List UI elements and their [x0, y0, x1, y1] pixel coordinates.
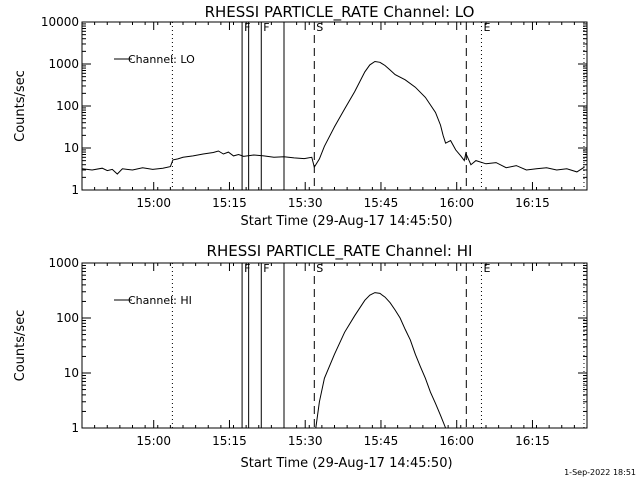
footer-timestamp: 1-Sep-2022 18:51 [564, 468, 636, 477]
x-tick-label: 15:30 [288, 434, 323, 448]
marker-label: S [316, 262, 323, 275]
y-tick-label: 1000 [48, 256, 79, 270]
x-axis-label: Start Time (29-Aug-17 14:45:50) [240, 456, 452, 471]
y-tick-label: 10000 [41, 15, 79, 29]
x-tick-label: 16:00 [439, 196, 474, 210]
x-tick-label: 16:15 [515, 434, 550, 448]
x-tick-label: 15:45 [364, 196, 399, 210]
x-tick-label: 16:00 [439, 434, 474, 448]
y-tick-label: 100 [56, 99, 79, 113]
y-tick-label: 100 [56, 311, 79, 325]
x-tick-label: 15:00 [136, 434, 171, 448]
x-tick-label: 15:00 [136, 196, 171, 210]
x-tick-label: 16:15 [515, 196, 550, 210]
legend-label: Channel: LO [128, 53, 195, 66]
plot-frame [81, 262, 588, 429]
y-tick-label: 1 [71, 421, 79, 435]
marker-label: E [483, 21, 490, 34]
y-axis-label: Counts/sec [13, 70, 28, 142]
marker-label: F [244, 262, 250, 275]
y-tick-label: 10 [64, 366, 79, 380]
marker-label: S [316, 21, 323, 34]
marker-label: F [263, 21, 269, 34]
x-tick-label: 15:45 [364, 434, 399, 448]
chart-title: RHESSI PARTICLE_RATE Channel: HI [207, 242, 473, 261]
x-tick-label: 15:15 [212, 196, 247, 210]
marker-label: F [263, 262, 269, 275]
chart-panel-0: RHESSI PARTICLE_RATE Channel: LO 15:00 15:… [13, 3, 588, 229]
marker-label: E [483, 262, 490, 275]
y-tick-label: 10 [64, 141, 79, 155]
series-line [315, 292, 447, 429]
plot-frame [81, 21, 588, 191]
legend-label: Channel: HI [128, 294, 192, 307]
x-axis-label: Start Time (29-Aug-17 14:45:50) [240, 214, 452, 229]
y-tick-label: 1 [71, 183, 79, 197]
x-tick-label: 15:15 [212, 434, 247, 448]
y-axis-label: Counts/sec [13, 310, 28, 382]
chart-title: RHESSI PARTICLE_RATE Channel: LO [205, 3, 475, 22]
marker-label: F [244, 21, 250, 34]
chart-panel-1: RHESSI PARTICLE_RATE Channel: HI 15:00 15:… [13, 242, 588, 471]
series-line [81, 60, 585, 175]
x-tick-label: 15:30 [288, 196, 323, 210]
y-tick-label: 1000 [48, 57, 79, 71]
